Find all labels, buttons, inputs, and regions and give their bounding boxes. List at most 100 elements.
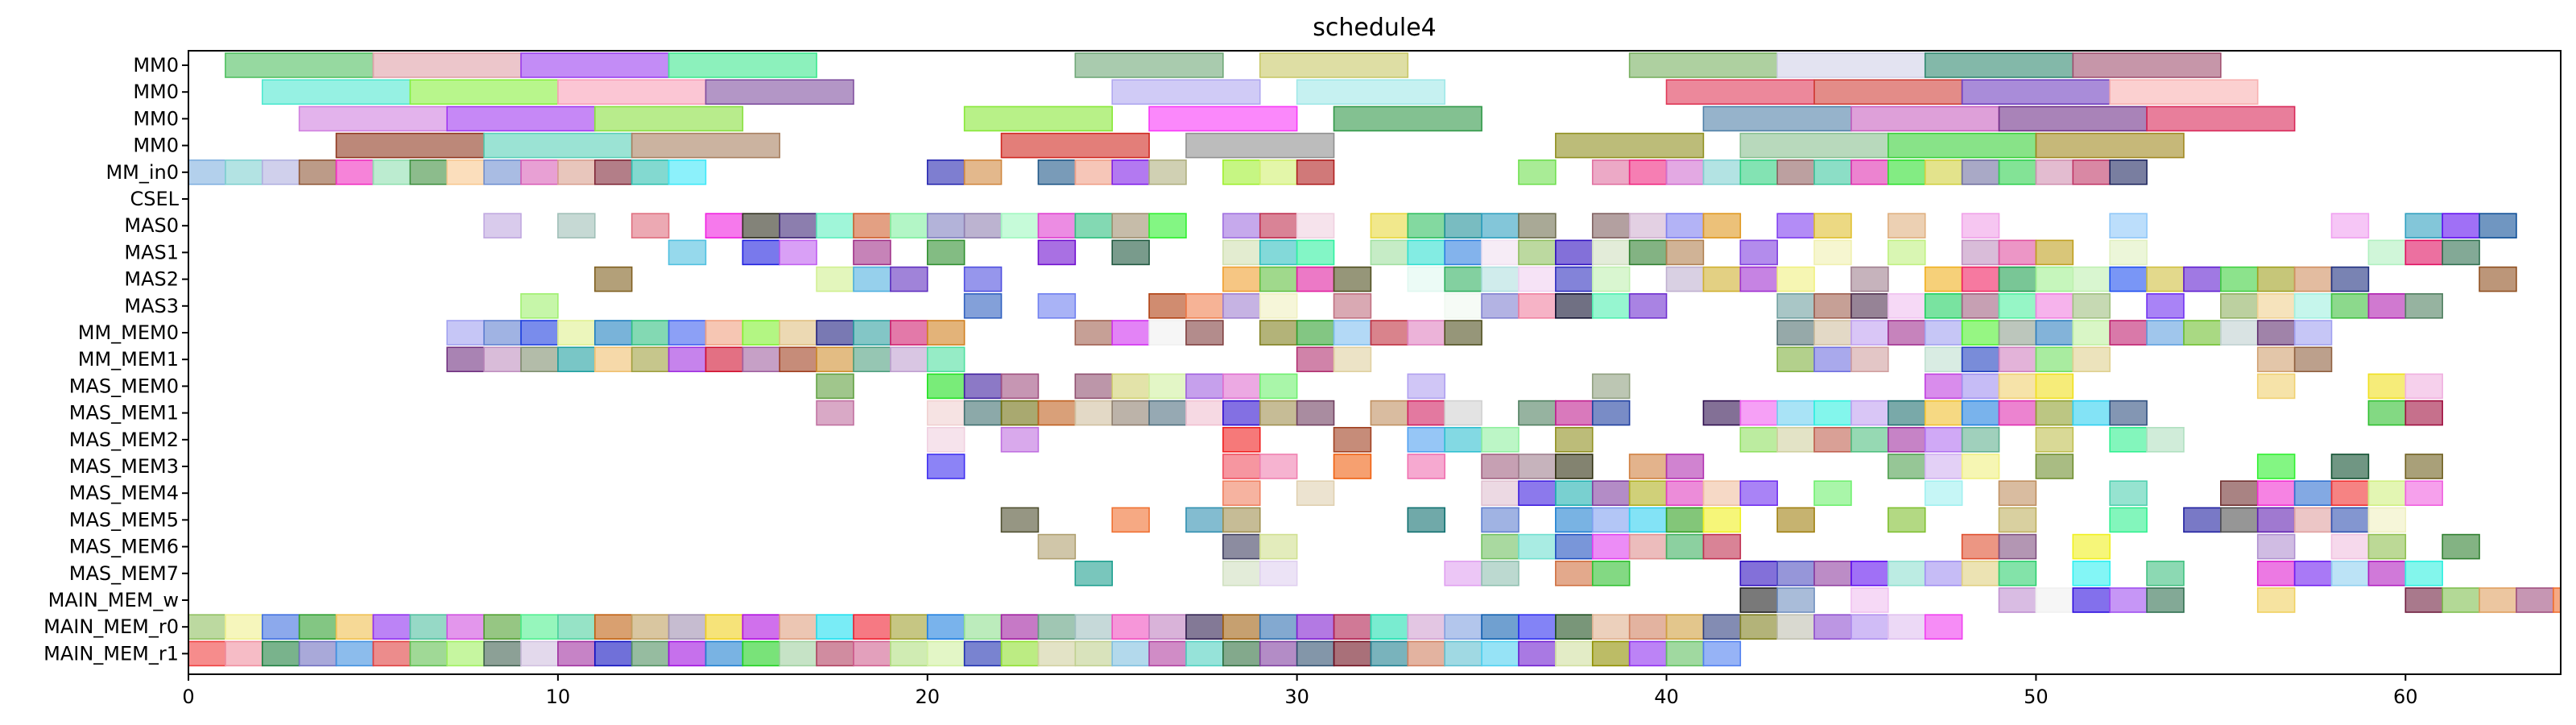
schedule-bar — [1739, 587, 1778, 613]
schedule-bar — [890, 614, 928, 640]
y-tick-label: CSEL — [130, 188, 179, 210]
schedule-bar — [593, 320, 633, 346]
schedule-bar — [409, 160, 449, 185]
schedule-bar — [1776, 266, 1815, 292]
schedule-bar — [1074, 373, 1113, 400]
schedule-bar — [1924, 480, 1963, 507]
schedule-bar — [1850, 426, 1889, 453]
schedule-bar — [1776, 213, 1815, 239]
schedule-bar — [483, 213, 522, 239]
schedule-bar — [1259, 292, 1298, 319]
schedule-bar — [779, 239, 817, 266]
schedule-bar — [1628, 614, 1668, 640]
schedule-bar — [1591, 213, 1631, 239]
schedule-bar — [2109, 426, 2148, 453]
schedule-bar — [1333, 426, 1372, 453]
schedule-bar — [1000, 132, 1150, 159]
schedule-bar — [1776, 507, 1815, 533]
schedule-bar — [1591, 480, 1631, 507]
schedule-bar — [1222, 400, 1261, 426]
schedule-bar — [1370, 400, 1409, 426]
schedule-bar — [1481, 292, 1520, 319]
schedule-bar — [2072, 266, 2111, 292]
schedule-bar — [1888, 320, 1926, 346]
schedule-bar — [963, 213, 1003, 239]
schedule-bar — [1739, 239, 1778, 266]
schedule-bar — [1111, 239, 1150, 266]
schedule-bar — [926, 640, 965, 667]
schedule-bar — [742, 640, 781, 667]
schedule-bar — [372, 160, 411, 185]
schedule-bar — [2109, 587, 2148, 613]
y-tick-label: MAS_MEM3 — [69, 455, 179, 478]
y-tick-label: MAIN_MEM_w — [48, 589, 179, 611]
y-tick-label: MM_in0 — [105, 161, 179, 184]
y-tick-label: MAIN_MEM_r1 — [43, 642, 179, 665]
y-tick-label: MAIN_MEM_r0 — [43, 615, 179, 638]
schedule-bar — [2367, 560, 2407, 586]
schedule-bar — [2442, 239, 2480, 266]
schedule-bar — [1888, 132, 2037, 159]
schedule-bar — [1370, 320, 1409, 346]
schedule-bar — [1628, 640, 1668, 667]
schedule-bar — [2330, 533, 2370, 560]
schedule-bar — [1407, 507, 1445, 533]
schedule-bar — [2146, 292, 2185, 319]
y-tick-label: MM_MEM0 — [78, 321, 179, 344]
schedule-bar — [1739, 614, 1778, 640]
schedule-bar — [1850, 320, 1889, 346]
schedule-bar — [2256, 507, 2296, 533]
schedule-bar — [890, 266, 928, 292]
schedule-bar — [1259, 454, 1298, 479]
schedule-bar — [1813, 614, 1852, 640]
schedule-bar — [1481, 560, 1520, 586]
schedule-bar — [779, 614, 817, 640]
schedule-bar — [2293, 346, 2333, 373]
schedule-bar — [1555, 292, 1594, 319]
schedule-bar — [631, 640, 670, 667]
schedule-bar — [1776, 346, 1815, 373]
y-tick-label: MAS_MEM4 — [69, 482, 179, 504]
schedule-bar — [188, 640, 226, 667]
schedule-bar — [1591, 266, 1631, 292]
x-tick-label: 20 — [915, 686, 940, 708]
schedule-bar — [483, 640, 522, 667]
chart-title: schedule4 — [1313, 14, 1437, 42]
schedule-bar — [2072, 560, 2111, 586]
schedule-bar — [1000, 213, 1040, 239]
schedule-bar — [816, 213, 854, 239]
schedule-bar — [1481, 426, 1520, 453]
schedule-bar — [225, 614, 263, 640]
schedule-bar — [926, 346, 965, 373]
schedule-bar — [1850, 346, 1889, 373]
schedule-bar — [593, 160, 633, 185]
schedule-bar — [2183, 507, 2222, 533]
schedule-bar — [1296, 160, 1335, 185]
schedule-bar — [1776, 560, 1815, 586]
schedule-bar — [1702, 266, 1742, 292]
schedule-bar — [2183, 266, 2222, 292]
schedule-bar — [2109, 320, 2148, 346]
schedule-bar — [1037, 239, 1077, 266]
schedule-bar — [1813, 346, 1852, 373]
schedule-bar — [1555, 533, 1594, 560]
schedule-bar — [1000, 507, 1040, 533]
schedule-bar — [1074, 213, 1113, 239]
schedule-bar — [1481, 266, 1520, 292]
bars-layer — [188, 52, 2562, 667]
schedule-bar — [816, 640, 854, 667]
schedule-bar — [1222, 507, 1261, 533]
x-tick-label: 0 — [182, 686, 194, 708]
schedule-bar — [1444, 213, 1482, 239]
schedule-bar — [1665, 266, 1705, 292]
schedule-bar — [742, 320, 781, 346]
schedule-bar — [1555, 480, 1594, 507]
schedule-bar — [2146, 320, 2185, 346]
schedule-bar — [1998, 533, 2037, 560]
schedule-bar — [2035, 373, 2074, 400]
schedule-bar — [2109, 213, 2148, 239]
schedule-bar — [1813, 320, 1852, 346]
schedule-bar — [1850, 587, 1889, 613]
schedule-bar — [926, 426, 965, 453]
schedule-bar — [1000, 614, 1040, 640]
